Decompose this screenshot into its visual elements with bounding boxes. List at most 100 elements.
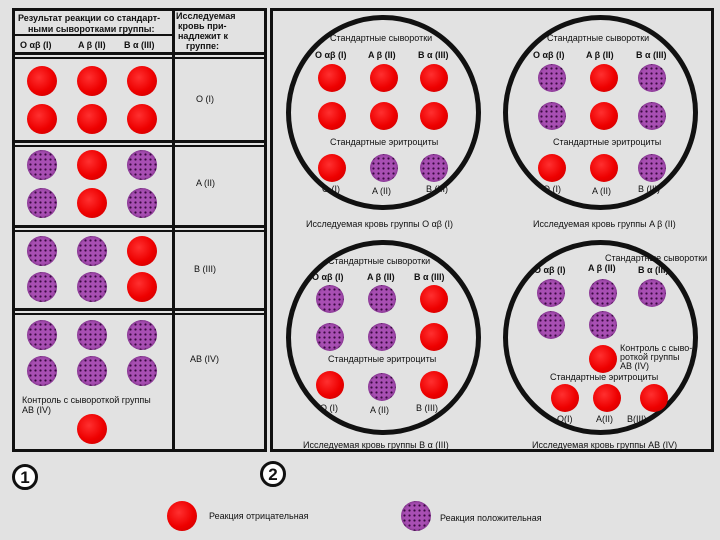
- c3-ery-a: [368, 373, 396, 401]
- c2-r2-a: [590, 102, 618, 130]
- c2-r1-o: [538, 64, 566, 92]
- c2-ery-a-label: A (II): [592, 186, 612, 196]
- c1-serum-b: B α (III): [418, 50, 449, 60]
- circle-4: [503, 240, 698, 435]
- c3-r1-o: [316, 285, 344, 313]
- table-subheader-line: [12, 34, 174, 36]
- legend-negative-label: Реакция отрицательная: [209, 511, 309, 521]
- c3-r1-b: [420, 285, 448, 313]
- c3-serum-a: A β (II): [367, 272, 395, 282]
- column-b-label: B α (III): [124, 40, 155, 50]
- c3-std-erys: Стандартные эритроциты: [328, 354, 437, 364]
- c1-r1-o: [318, 64, 346, 92]
- table-header-right-2: кровь при-: [178, 21, 227, 31]
- row1-cell-a: [77, 66, 107, 96]
- row3-cell-o: [27, 236, 57, 266]
- c3-ery-b: [420, 371, 448, 399]
- row1-cell-a2: [77, 104, 107, 134]
- c1-std-erys: Стандартные эритроциты: [330, 137, 439, 147]
- row2-cell-o: [27, 150, 57, 180]
- c2-serum-o: O αβ (I): [533, 50, 565, 60]
- c1-ery-a: [370, 154, 398, 182]
- c3-ery-o-label: O (I): [320, 403, 338, 413]
- c1-r1-b: [420, 64, 448, 92]
- circles-panel: [270, 8, 714, 452]
- c3-serum-b: B α (III): [414, 272, 445, 282]
- circle-3: [286, 240, 481, 435]
- row-divider-1b: [12, 145, 267, 147]
- c2-std-serums: Стандартные сыворотки: [547, 33, 650, 43]
- row1-group-label: O (I): [196, 94, 214, 104]
- c4-r1-a: [589, 279, 617, 307]
- c2-ery-b: [638, 154, 666, 182]
- row1-cell-b2: [127, 104, 157, 134]
- row4-cell-b2: [127, 356, 157, 386]
- row1-cell-o2: [27, 104, 57, 134]
- c4-serum-a: A β (II): [588, 263, 616, 273]
- c3-ery-o: [316, 371, 344, 399]
- row3-cell-a: [77, 236, 107, 266]
- c4-control-1: Контроль с сыво-: [620, 343, 693, 353]
- c2-ery-b-label: B (III): [638, 184, 660, 194]
- panel2-number: 2: [260, 461, 286, 487]
- row4-cell-b: [127, 320, 157, 350]
- c2-ery-o: [538, 154, 566, 182]
- row-divider-2: [12, 225, 267, 228]
- circle-1: [286, 15, 481, 210]
- row3-cell-b2: [127, 272, 157, 302]
- c2-r2-b: [638, 102, 666, 130]
- c4-r2-o: [537, 311, 565, 339]
- c4-r2-a: [589, 311, 617, 339]
- c1-std-serums: Стандартные сыворотки: [330, 33, 433, 43]
- c1-r2-o: [318, 102, 346, 130]
- row-divider-2b: [12, 230, 267, 232]
- row-divider-3: [12, 308, 267, 311]
- c3-ery-a-label: A (II): [370, 405, 390, 415]
- row1-cell-o: [27, 66, 57, 96]
- c1-ery-b-label: B (III): [426, 184, 448, 194]
- legend-positive-swatch: [401, 501, 431, 531]
- row3-cell-b: [127, 236, 157, 266]
- c4-ery-a-label: A(II): [596, 414, 613, 424]
- c1-serum-a: A β (II): [368, 50, 396, 60]
- c4-serum-b: B α (III): [638, 265, 669, 275]
- column-o-label: O αβ (I): [20, 40, 52, 50]
- c2-caption: Исследуемая кровь группы A β (II): [533, 219, 676, 229]
- c4-ery-b: [640, 384, 668, 412]
- c4-control-cell: [589, 345, 617, 373]
- table-header-bottom-2: [12, 57, 267, 59]
- row4-control-cell: [77, 414, 107, 444]
- c3-caption: Исследуемая кровь группы B α (III): [303, 440, 449, 450]
- table-header-right-3: надлежит к: [178, 31, 228, 41]
- c3-r2-b: [420, 323, 448, 351]
- c1-r1-a: [370, 64, 398, 92]
- table-header-left-2: ными сыворотками группы:: [28, 24, 155, 34]
- c2-ery-o-label: O (I): [543, 184, 561, 194]
- row-divider-3b: [12, 313, 267, 315]
- row1-cell-b: [127, 66, 157, 96]
- row2-cell-a2: [77, 188, 107, 218]
- row3-cell-o2: [27, 272, 57, 302]
- c4-std-erys: Стандартные эритроциты: [550, 372, 659, 382]
- c3-r1-a: [368, 285, 396, 313]
- c4-ery-o-label: O(I): [557, 414, 573, 424]
- c4-serum-o: O αβ (I): [534, 265, 566, 275]
- c4-r1-b: [638, 279, 666, 307]
- c3-ery-b-label: B (III): [416, 403, 438, 413]
- row4-cell-o: [27, 320, 57, 350]
- c1-ery-o: [318, 154, 346, 182]
- c2-r1-b: [638, 64, 666, 92]
- c2-r1-a: [590, 64, 618, 92]
- c1-ery-o-label: O (I): [322, 184, 340, 194]
- c1-ery-b: [420, 154, 448, 182]
- c1-ery-a-label: A (II): [372, 186, 392, 196]
- table-control-label-2: AB (IV): [22, 405, 52, 415]
- row4-cell-o2: [27, 356, 57, 386]
- table-header-left: Результат реакции со стандарт-: [18, 13, 161, 23]
- legend-negative-swatch: [167, 501, 197, 531]
- table-header-right-4: группе:: [186, 41, 220, 51]
- table-header-bottom: [12, 52, 267, 55]
- table-header-right-1: Исследуемая: [176, 11, 236, 21]
- c2-ery-a: [590, 154, 618, 182]
- row4-group-label: AB (IV): [190, 354, 220, 364]
